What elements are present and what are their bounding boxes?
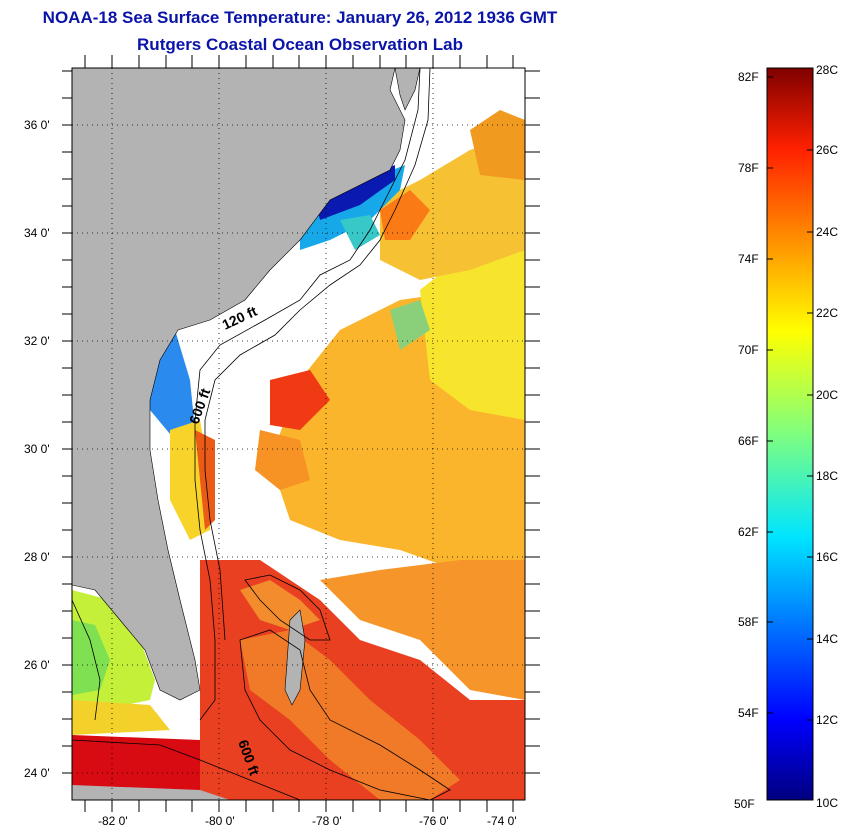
colorbar-f-label: 66F (738, 434, 759, 448)
lon-label: -74 0' (487, 814, 517, 828)
colorbar-c-label: 16C (816, 550, 839, 564)
lon-label: -78 0' (312, 814, 342, 828)
colorbar-c-label: 10C (816, 796, 839, 810)
land-mass (72, 68, 421, 800)
colorbar-f-label: 78F (738, 161, 759, 175)
colorbar-f-label: 74F (738, 252, 759, 266)
lat-label: 34 0' (24, 226, 50, 240)
colorbar-f-label: 58F (738, 615, 759, 629)
lat-label: 36 0' (24, 118, 50, 132)
colorbar-f-label: 50F (734, 797, 755, 811)
lon-label: -76 0' (419, 814, 449, 828)
lon-ticks (84, 55, 514, 812)
colorbar-ticks (767, 76, 813, 721)
colorbar-f-label: 82F (738, 70, 759, 84)
lon-label: -80 0' (205, 814, 235, 828)
colorbar (766, 67, 814, 801)
colorbar-c-label: 26C (816, 143, 839, 157)
colorbar-c-label: 14C (816, 632, 839, 646)
map-subtitle: Rutgers Coastal Ocean Observation Lab (137, 35, 463, 54)
colorbar-c-label: 24C (816, 225, 839, 239)
sst-field (72, 110, 525, 800)
lat-label: 24 0' (24, 766, 50, 780)
lat-label: 28 0' (24, 550, 50, 564)
colorbar-c-label: 20C (816, 388, 839, 402)
colorbar-c-label: 28C (816, 63, 839, 77)
depth-contours (72, 68, 451, 800)
lat-ticks (62, 70, 540, 774)
colorbar-f-label: 70F (738, 343, 759, 357)
map-title: NOAA-18 Sea Surface Temperature: January… (42, 8, 558, 27)
colorbar-f-label: 54F (738, 706, 759, 720)
lon-label: -82 0' (98, 814, 128, 828)
colorbar-c-label: 22C (816, 306, 839, 320)
lat-label: 30 0' (24, 442, 50, 456)
colorbar-f-label: 62F (738, 525, 759, 539)
map-panel (72, 68, 525, 800)
lat-label: 26 0' (24, 658, 50, 672)
colorbar-c-label: 12C (816, 713, 839, 727)
lat-label: 32 0' (24, 334, 50, 348)
graticule (72, 68, 525, 800)
colorbar-c-label: 18C (816, 469, 839, 483)
